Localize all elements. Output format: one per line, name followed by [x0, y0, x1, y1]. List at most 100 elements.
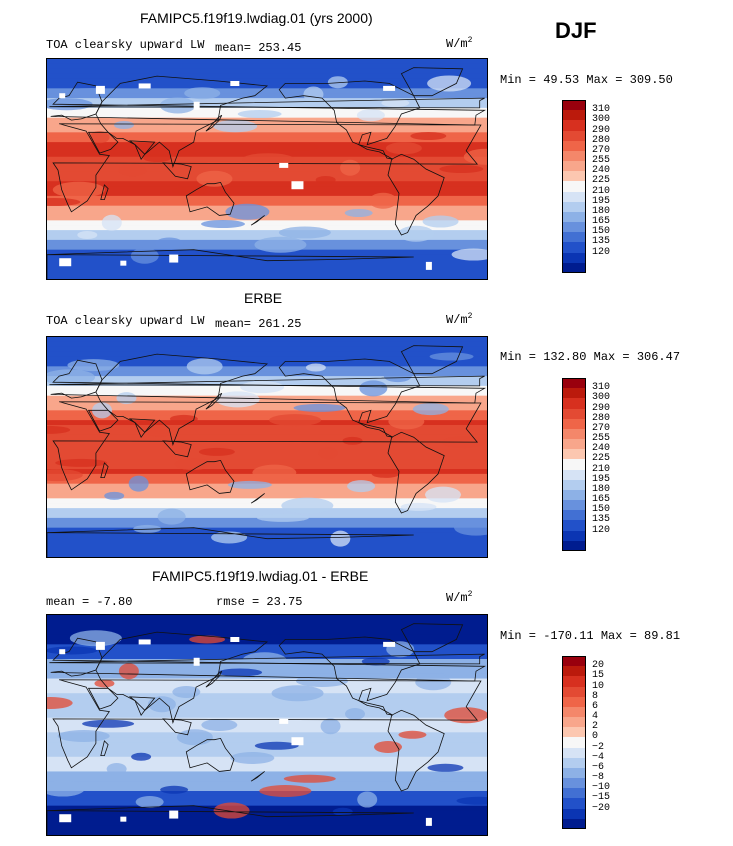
panel-model-variable: TOA clearsky upward LW — [46, 38, 205, 52]
map-field-blob — [320, 718, 341, 735]
map-svg — [47, 59, 487, 279]
colorbar-swatch — [562, 449, 586, 460]
map-band — [47, 264, 487, 270]
panel-diff-title: FAMIPC5.f19f19.lwdiag.01 - ERBE — [152, 568, 369, 584]
map-field-blob — [305, 363, 326, 372]
colorbar-swatch — [562, 798, 586, 810]
map-field-blob — [240, 381, 285, 394]
map-band — [47, 820, 487, 826]
map-field-blob — [259, 785, 312, 797]
colorbar-swatch — [562, 140, 586, 152]
map-band — [47, 624, 487, 631]
map-field-blob — [118, 663, 139, 680]
map-field-blob — [55, 458, 108, 467]
unit-superscript: 2 — [467, 590, 473, 599]
map-band — [47, 766, 487, 772]
map-band — [47, 254, 487, 260]
coastline — [185, 459, 235, 494]
colorbar-tick-label: 180 — [592, 483, 611, 495]
map-field-blob — [385, 142, 422, 155]
colorbar-swatch — [562, 232, 586, 243]
colorbar-swatch — [562, 242, 586, 254]
colorbar-tick-label: 180 — [592, 205, 611, 217]
colorbar-tick-label: −4 — [592, 751, 605, 763]
panel-obs-unit: W/m2 — [446, 312, 472, 327]
missing-data-patch — [193, 101, 200, 110]
panel-obs-map — [46, 336, 488, 558]
map-band — [47, 800, 487, 807]
map-field-blob — [114, 121, 134, 129]
panel-obs-minmax: Min = 132.80 Max = 306.47 — [500, 350, 681, 364]
missing-data-patch — [291, 181, 304, 190]
map-band — [47, 830, 487, 835]
map-field-blob — [283, 774, 336, 783]
panel-obs-colorbar: 310 300 290 280 270 255 240 225 210 195 180 165 150 1… — [562, 378, 642, 552]
coastline — [49, 97, 485, 109]
missing-data-patch — [59, 649, 66, 655]
map-field-blob — [47, 425, 71, 434]
map-band — [47, 191, 487, 197]
season-label: DJF — [555, 18, 597, 43]
map-field-blob — [82, 719, 135, 728]
panel-obs-mean: mean= 261.25 — [215, 317, 302, 331]
map-field-blob — [425, 486, 461, 503]
map-band — [47, 634, 487, 640]
map-field-blob — [429, 352, 474, 361]
map-field-blob — [47, 198, 81, 206]
colorbar-tick-label: 15 — [592, 670, 605, 682]
colorbar-swatch — [562, 252, 586, 264]
map-field-blob — [47, 697, 73, 709]
colorbar-swatch — [562, 818, 586, 830]
colorbar-swatch — [562, 439, 586, 450]
map-band — [47, 449, 487, 455]
colorbar-swatch — [562, 130, 586, 142]
coastline — [278, 636, 421, 702]
coastline — [278, 80, 421, 146]
map-band — [47, 434, 487, 441]
colorbar-tick-label: 135 — [592, 514, 611, 526]
map-field-blob — [128, 475, 149, 492]
missing-data-patch — [279, 162, 289, 168]
map-field-blob — [269, 414, 322, 427]
map-field-blob — [410, 132, 447, 140]
colorbar-tick-label: −20 — [592, 802, 611, 814]
map-field-blob — [403, 774, 439, 786]
map-band — [47, 815, 487, 821]
map-band — [47, 88, 487, 94]
coastline — [387, 709, 445, 792]
map-field-blob — [189, 635, 226, 644]
coastline — [95, 75, 269, 168]
colorbar-tick-label: 165 — [592, 494, 611, 506]
colorbar-tick-label: 290 — [592, 402, 611, 414]
missing-data-patch — [230, 637, 240, 642]
colorbar-swatch — [562, 656, 586, 667]
map-band — [47, 683, 487, 689]
map-band — [47, 195, 487, 202]
colorbar-swatch — [562, 717, 586, 728]
map-field-blob — [118, 164, 147, 177]
map-band — [47, 737, 487, 743]
colorbar-swatch — [562, 408, 586, 420]
map-band — [47, 366, 487, 372]
map-band — [47, 269, 487, 275]
coastline — [278, 358, 421, 424]
map-field-blob — [278, 226, 331, 239]
colorbar-tick-label: 2 — [592, 721, 599, 733]
coastline — [95, 631, 269, 724]
colorbar-swatch — [562, 727, 586, 738]
colorbar-swatch — [562, 747, 586, 759]
map-band — [47, 376, 487, 382]
map-field-blob — [143, 154, 171, 162]
map-band — [47, 629, 487, 636]
colorbar-tick-label: 150 — [592, 226, 611, 238]
coastline — [387, 153, 445, 236]
colorbar-tick-label: −10 — [592, 782, 611, 794]
map-field-blob — [463, 148, 487, 165]
map-band — [47, 615, 487, 621]
map-field-blob — [159, 97, 196, 114]
map-field-blob — [69, 630, 122, 647]
map-field-blob — [237, 110, 282, 118]
colorbar-tick-label: 225 — [592, 453, 611, 465]
coastline — [358, 700, 394, 716]
colorbar-tick-label: 225 — [592, 175, 611, 187]
